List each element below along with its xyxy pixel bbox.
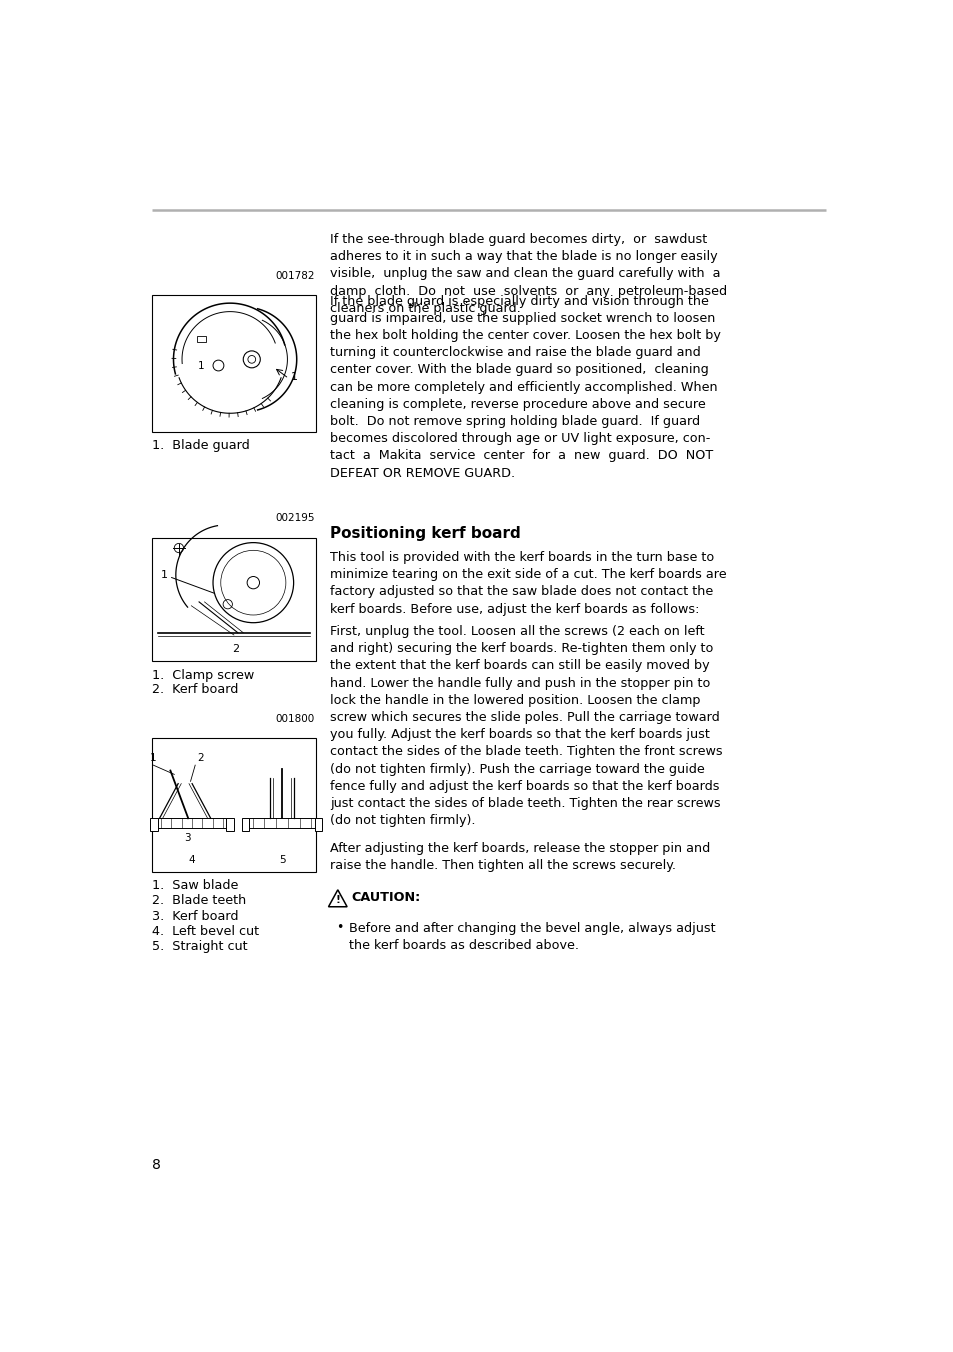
Text: 1: 1 — [291, 372, 297, 383]
Text: Before and after changing the bevel angle, always adjust
the kerf boards as desc: Before and after changing the bevel angl… — [349, 922, 716, 952]
Text: This tool is provided with the kerf boards in the turn base to
minimize tearing : This tool is provided with the kerf boar… — [330, 552, 726, 615]
Text: 2.  Blade teeth: 2. Blade teeth — [152, 895, 246, 907]
Text: CAUTION:: CAUTION: — [352, 891, 420, 904]
Text: 5.  Straight cut: 5. Straight cut — [152, 940, 247, 953]
Text: 5: 5 — [278, 854, 285, 865]
Bar — [152, 538, 315, 661]
Text: 2: 2 — [232, 644, 239, 654]
Bar — [226, 818, 233, 831]
Text: After adjusting the kerf boards, release the stopper pin and
raise the handle. T: After adjusting the kerf boards, release… — [330, 842, 710, 872]
Text: 1.  Saw blade: 1. Saw blade — [152, 879, 238, 892]
Bar — [152, 738, 315, 872]
Text: •: • — [335, 921, 343, 934]
Bar — [150, 818, 158, 831]
Text: 2.  Kerf board: 2. Kerf board — [152, 683, 238, 696]
Text: 1: 1 — [198, 361, 205, 370]
Text: !: ! — [335, 895, 340, 904]
Text: 4.  Left bevel cut: 4. Left bevel cut — [152, 925, 258, 938]
Text: 002195: 002195 — [274, 514, 314, 523]
Bar — [249, 818, 314, 829]
Bar — [158, 818, 226, 829]
Text: 001800: 001800 — [275, 714, 314, 723]
Bar — [314, 818, 322, 831]
Bar — [196, 337, 206, 342]
Text: First, unplug the tool. Loosen all the screws (2 each on left
and right) securin: First, unplug the tool. Loosen all the s… — [330, 625, 722, 827]
Text: If the see-through blade guard becomes dirty,  or  sawdust
adheres to it in such: If the see-through blade guard becomes d… — [330, 233, 726, 315]
Text: Positioning kerf board: Positioning kerf board — [330, 526, 520, 541]
Text: 3.  Kerf board: 3. Kerf board — [152, 910, 238, 922]
Text: 1: 1 — [161, 571, 168, 580]
Text: 3: 3 — [184, 833, 191, 842]
Bar — [152, 295, 315, 431]
Text: 1: 1 — [150, 753, 156, 763]
Text: 8: 8 — [152, 1159, 160, 1172]
Text: 1.  Clamp screw: 1. Clamp screw — [152, 669, 253, 681]
Text: If the blade guard is especially dirty and vision through the
guard is impaired,: If the blade guard is especially dirty a… — [330, 295, 720, 480]
Text: 2: 2 — [196, 753, 203, 763]
Text: 4: 4 — [189, 854, 195, 865]
Bar — [241, 818, 249, 831]
Text: 1.  Blade guard: 1. Blade guard — [152, 439, 250, 453]
Text: 001782: 001782 — [274, 270, 314, 281]
